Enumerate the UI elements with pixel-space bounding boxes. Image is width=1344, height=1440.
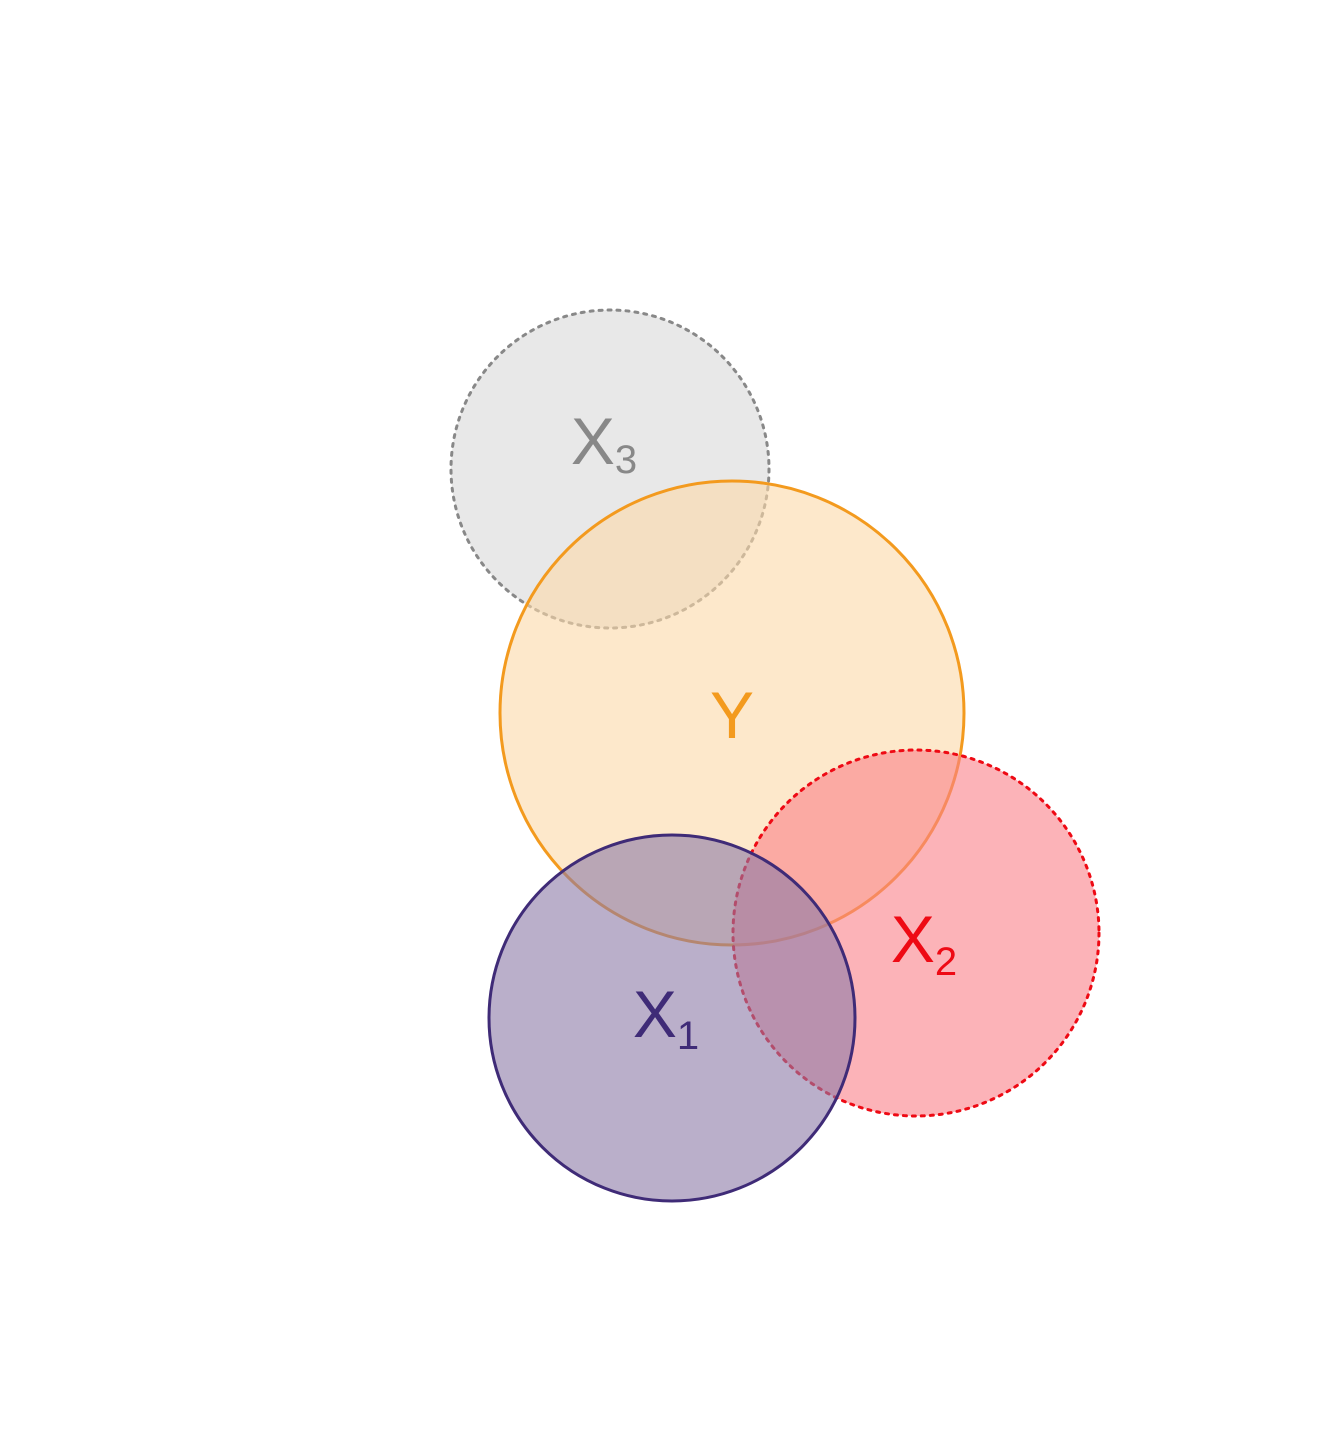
set-x2-label: X2 xyxy=(891,902,957,984)
set-x1-label-name: X xyxy=(633,977,677,1051)
set-x3-label-name: X xyxy=(571,404,615,478)
set-x1-label-subscript: 1 xyxy=(677,1014,699,1058)
set-y-label: Y xyxy=(710,678,754,752)
set-y-label-name: Y xyxy=(710,678,754,752)
set-x1 xyxy=(487,833,857,1203)
set-x2-label-name: X xyxy=(891,902,935,976)
set-x1-label: X1 xyxy=(633,977,699,1058)
set-x1-circle xyxy=(487,833,857,1203)
set-x2-label-subscript: 2 xyxy=(935,940,957,984)
set-x3-label: X3 xyxy=(571,404,637,482)
set-x3-label-subscript: 3 xyxy=(615,438,637,482)
